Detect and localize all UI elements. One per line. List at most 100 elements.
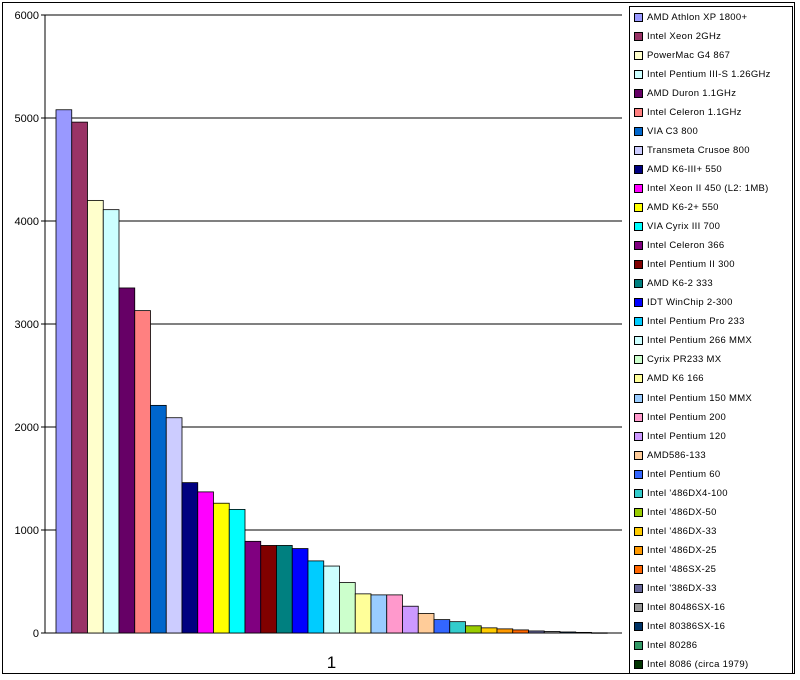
bar-26 xyxy=(449,621,466,634)
legend-label: AMD K6 166 xyxy=(647,373,704,385)
legend-swatch xyxy=(634,12,643,22)
y-tick-label: 2000 xyxy=(15,422,39,434)
legend-label: Intel '486DX4-100 xyxy=(647,487,728,499)
bar-9 xyxy=(181,482,199,634)
legend-label: Intel '486DX-25 xyxy=(647,544,717,556)
legend-item: Intel Pentium Pro 233 xyxy=(634,314,745,330)
legend-swatch xyxy=(634,393,643,403)
legend-item: Transmeta Crusoe 800 xyxy=(634,142,750,158)
legend-swatch xyxy=(634,107,643,117)
legend-item: AMD K6-III+ 550 xyxy=(634,161,722,177)
legend: AMD Athlon XP 1800+ Intel Xeon 2GHz PowerM… xyxy=(629,6,793,674)
legend-label: Intel '486DX-50 xyxy=(647,506,717,518)
legend-item: AMD Duron 1.1GHz xyxy=(634,85,736,101)
legend-item: AMD K6 166 xyxy=(634,371,704,387)
legend-label: Intel Pentium III-S 1.26GHz xyxy=(647,68,771,80)
legend-swatch xyxy=(634,164,643,174)
legend-item: AMD K6-2+ 550 xyxy=(634,200,719,216)
legend-swatch xyxy=(634,564,643,574)
legend-swatch xyxy=(634,488,643,498)
legend-item: Intel Pentium 60 xyxy=(634,466,720,482)
legend-swatch xyxy=(634,412,643,422)
legend-item: Intel Pentium II 300 xyxy=(634,257,735,273)
bar-14 xyxy=(260,545,277,634)
legend-item: AMD Athlon XP 1800+ xyxy=(634,9,747,25)
legend-item: Intel Pentium 150 MMX xyxy=(634,390,752,406)
legend-swatch xyxy=(634,88,643,98)
legend-label: Intel '486DX-33 xyxy=(647,525,717,537)
bar-4 xyxy=(102,209,120,634)
bar-15 xyxy=(276,545,293,634)
bar-29 xyxy=(496,628,514,634)
legend-swatch xyxy=(634,222,643,232)
bar-3 xyxy=(87,199,104,634)
legend-item: Intel '486DX4-100 xyxy=(634,485,728,501)
legend-label: Intel 80486SX-16 xyxy=(647,602,726,614)
legend-label: AMD K6-2 333 xyxy=(647,278,713,290)
legend-item: Intel 80286 xyxy=(634,638,697,654)
legend-label: Intel 80386SX-16 xyxy=(647,621,726,633)
bar-10 xyxy=(197,491,214,634)
legend-swatch xyxy=(634,450,643,460)
legend-item: Intel '486DX-33 xyxy=(634,523,717,539)
legend-item: Intel '386DX-33 xyxy=(634,581,717,597)
legend-label: Transmeta Crusoe 800 xyxy=(647,144,750,156)
bar-16 xyxy=(291,548,309,634)
legend-item: AMD K6-2 333 xyxy=(634,276,713,292)
legend-swatch xyxy=(634,260,643,270)
legend-swatch xyxy=(634,50,643,60)
legend-label: PowerMac G4 867 xyxy=(647,49,731,61)
legend-label: VIA Cyrix III 700 xyxy=(647,221,721,233)
legend-item: Intel Pentium III-S 1.26GHz xyxy=(634,66,771,82)
bar-25 xyxy=(433,619,451,634)
y-tick-label: 1000 xyxy=(15,525,39,537)
legend-swatch xyxy=(634,298,643,308)
y-tick-label: 3000 xyxy=(15,319,39,331)
legend-item: VIA C3 800 xyxy=(634,123,698,139)
legend-item: Intel Pentium 200 xyxy=(634,409,726,425)
legend-label: AMD Athlon XP 1800+ xyxy=(647,11,748,23)
legend-item: AMD586-133 xyxy=(634,447,706,463)
legend-label: Intel 80286 xyxy=(647,640,698,652)
legend-item: Intel Xeon II 450 (L2: 1MB) xyxy=(634,180,769,196)
legend-swatch xyxy=(634,641,643,651)
legend-label: Intel '486SX-25 xyxy=(647,563,717,575)
bar-20 xyxy=(354,593,372,634)
y-tick-label: 0 xyxy=(33,628,39,640)
y-tick-label: 6000 xyxy=(15,10,39,22)
labels: 0 1000 2000 3000 4000 5000 6000 1 xyxy=(15,10,337,672)
bar-18 xyxy=(323,565,340,634)
legend-label: Intel Pentium 266 MMX xyxy=(647,335,753,347)
legend-swatch xyxy=(634,622,643,632)
legend-item: Cyrix PR233 MX xyxy=(634,352,721,368)
bar-6 xyxy=(134,310,151,634)
legend-swatch xyxy=(634,545,643,555)
bar-34 xyxy=(575,631,592,634)
legend-label: Intel Pentium Pro 233 xyxy=(647,316,745,328)
bar-22 xyxy=(386,594,403,634)
legend-label: Intel Pentium 60 xyxy=(647,468,721,480)
bar-7 xyxy=(150,404,167,634)
legend-label: Intel Xeon 2GHz xyxy=(647,30,722,42)
legend-label: Intel 8086 (circa 1979) xyxy=(647,659,749,671)
legend-swatch xyxy=(634,241,643,251)
legend-swatch xyxy=(634,469,643,479)
legend-item: VIA Cyrix III 700 xyxy=(634,219,720,235)
legend-item: Intel 80386SX-16 xyxy=(634,619,725,635)
legend-swatch xyxy=(634,584,643,593)
legend-label: IDT WinChip 2-300 xyxy=(647,297,733,309)
legend-swatch xyxy=(634,374,643,384)
legend-label: Intel Pentium II 300 xyxy=(647,259,735,271)
legend-label: Cyrix PR233 MX xyxy=(647,354,722,366)
legend-item: Intel '486DX-50 xyxy=(634,504,717,520)
legend-item: Intel 80486SX-16 xyxy=(634,600,725,616)
bar-27 xyxy=(465,625,482,634)
bar-12 xyxy=(228,508,246,634)
legend-item: Intel '486SX-25 xyxy=(634,561,716,577)
legend-swatch xyxy=(634,431,643,441)
bar-35 xyxy=(591,632,608,634)
bar-30 xyxy=(512,629,529,634)
legend-label: Intel Xeon II 450 (L2: 1MB) xyxy=(647,182,769,194)
legend-item: Intel Xeon 2GHz xyxy=(634,28,721,44)
